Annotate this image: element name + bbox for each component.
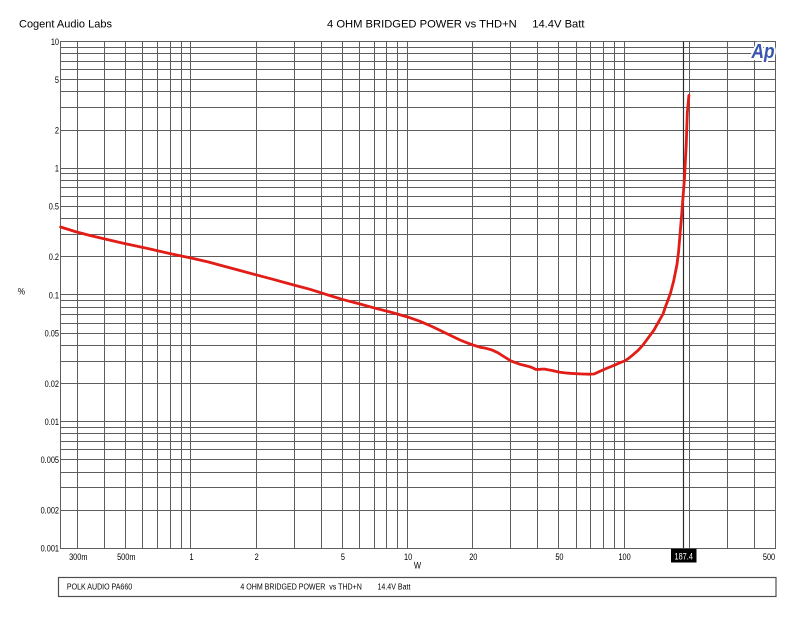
svg-text:4 OHM BRIDGED POWER vs THD+N: 4 OHM BRIDGED POWER vs THD+N bbox=[240, 582, 362, 592]
svg-text:187.4: 187.4 bbox=[674, 551, 693, 562]
svg-text:Cogent Audio Labs: Cogent Audio Labs bbox=[19, 19, 112, 31]
svg-text:0.2: 0.2 bbox=[49, 251, 60, 262]
svg-text:0.1: 0.1 bbox=[49, 289, 60, 300]
svg-text:5: 5 bbox=[341, 551, 345, 562]
svg-text:POLK AUDIO PA660: POLK AUDIO PA660 bbox=[67, 582, 133, 592]
svg-text:W: W bbox=[414, 560, 421, 571]
svg-text:50: 50 bbox=[555, 551, 564, 562]
svg-text:14.4V Batt: 14.4V Batt bbox=[378, 582, 412, 592]
svg-text:10: 10 bbox=[404, 551, 413, 562]
svg-text:%: % bbox=[18, 286, 25, 297]
svg-text:2: 2 bbox=[55, 125, 59, 136]
svg-text:1: 1 bbox=[55, 163, 59, 174]
svg-text:10: 10 bbox=[51, 36, 60, 47]
svg-text:0.05: 0.05 bbox=[45, 328, 60, 339]
svg-text:100: 100 bbox=[618, 551, 631, 562]
svg-text:1: 1 bbox=[189, 551, 193, 562]
svg-text:0.002: 0.002 bbox=[41, 505, 60, 516]
svg-text:500m: 500m bbox=[117, 551, 135, 562]
svg-text:5: 5 bbox=[55, 74, 59, 85]
svg-text:20: 20 bbox=[469, 551, 478, 562]
svg-text:0.005: 0.005 bbox=[41, 454, 60, 465]
svg-text:2: 2 bbox=[255, 551, 259, 562]
svg-text:0.5: 0.5 bbox=[49, 201, 60, 212]
svg-text:0.02: 0.02 bbox=[45, 378, 60, 389]
svg-text:500: 500 bbox=[763, 551, 776, 562]
svg-text:4 OHM BRIDGED POWER vs THD+N: 4 OHM BRIDGED POWER vs THD+N 14.4V Batt bbox=[327, 19, 585, 31]
svg-text:0.01: 0.01 bbox=[45, 416, 60, 427]
svg-text:0.001: 0.001 bbox=[41, 543, 60, 554]
svg-text:Ap: Ap bbox=[751, 41, 775, 64]
svg-text:300m: 300m bbox=[69, 551, 87, 562]
